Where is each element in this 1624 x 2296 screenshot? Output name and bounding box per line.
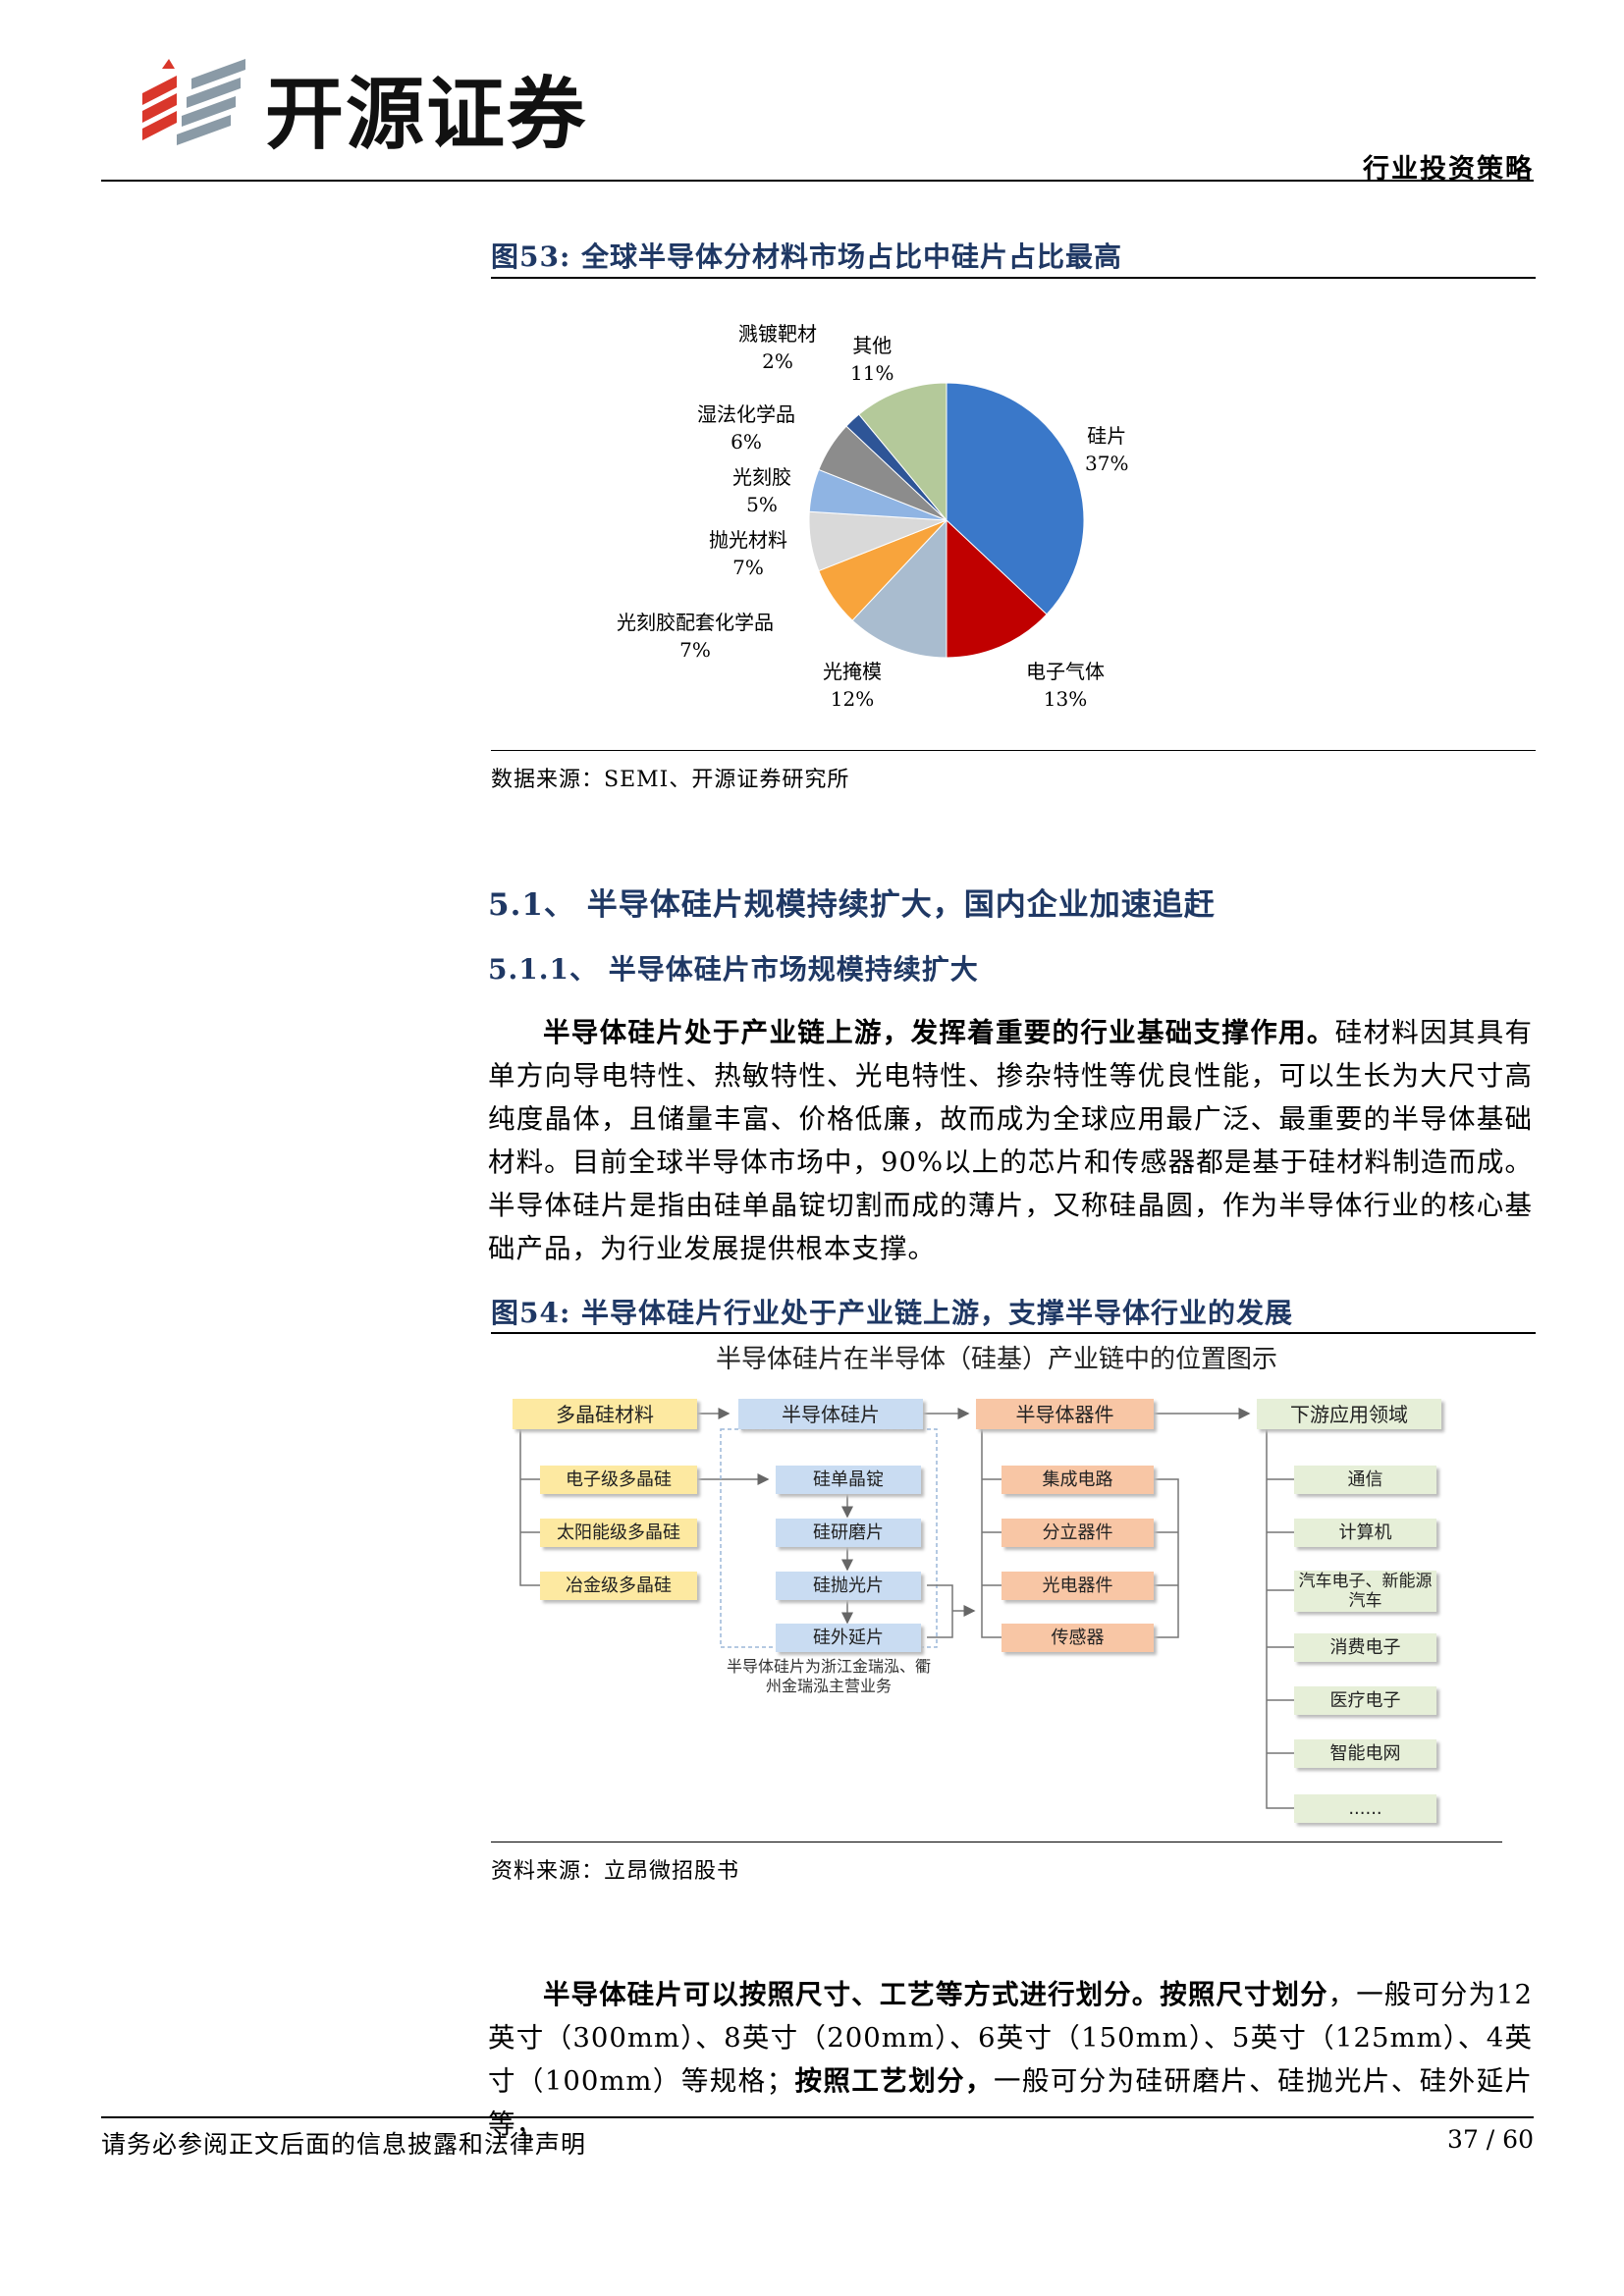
pie-label-name: 溅镀靶材 — [738, 322, 817, 346]
pie-label-pct: 7% — [679, 638, 711, 662]
supply-chain-diagram: 半导体硅片在半导体（硅基）产业链中的位置图示 — [491, 1335, 1502, 1836]
pie-label-pct: 5% — [746, 493, 778, 516]
figure53-top-rule — [491, 277, 1536, 279]
pie-label-pct: 12% — [830, 687, 875, 711]
pie-label-gas: 电子气体 13% — [1026, 658, 1105, 713]
head-device: 半导体器件 — [976, 1399, 1154, 1429]
item-auto-electronics: 汽车电子、新能源汽车 — [1294, 1571, 1436, 1612]
pie-label-name: 光刻胶配套化学品 — [617, 611, 774, 634]
pie-label-photoresist-chem: 光刻胶配套化学品 7% — [617, 609, 774, 664]
company-name: 开源证券 — [265, 69, 587, 160]
pie-label-mask: 光掩模 12% — [823, 658, 882, 713]
pie-label-silicon: 硅片 37% — [1085, 422, 1128, 477]
pie-label-photoresist: 光刻胶 5% — [732, 463, 791, 518]
figure53-bottom-rule — [491, 750, 1536, 751]
diagram-connectors — [519, 1408, 1294, 1809]
item-communication: 通信 — [1294, 1466, 1436, 1494]
pie-label-name: 硅片 — [1087, 424, 1127, 448]
pie-label-name: 光刻胶 — [732, 465, 791, 489]
pie-label-wet-chem: 湿法化学品 6% — [697, 400, 795, 455]
pie-chart — [808, 382, 1085, 659]
item-medical-electronics: 医疗电子 — [1294, 1686, 1436, 1715]
section-heading: 5.1、 半导体硅片规模持续扩大，国内企业加速追赶 — [488, 887, 1216, 923]
pie-slice-0 — [946, 382, 1085, 615]
company-logo-mark — [137, 54, 250, 147]
pie-label-name: 湿法化学品 — [697, 402, 795, 426]
page-number: 37 / 60 — [1447, 2125, 1534, 2154]
pie-label-name: 电子气体 — [1026, 660, 1105, 683]
head-downstream: 下游应用领域 — [1257, 1399, 1441, 1429]
item-discrete: 分立器件 — [1001, 1519, 1154, 1547]
item-epi-wafer: 硅外延片 — [776, 1624, 921, 1652]
item-electronic-poly: 电子级多晶硅 — [540, 1466, 697, 1494]
pie-label-other: 其他 11% — [850, 332, 893, 387]
figure54-top-rule — [491, 1332, 1536, 1334]
paragraph-body: 一般可分为硅研磨片、硅抛光片、硅外延片等， — [488, 2065, 1534, 2140]
item-ingot: 硅单晶锭 — [776, 1466, 921, 1494]
head-wafer: 半导体硅片 — [738, 1399, 923, 1429]
report-type: 行业投资策略 — [1363, 154, 1534, 185]
figure54-title: 图54: 半导体硅片行业处于产业链上游，支撑半导体行业的发展 — [491, 1297, 1294, 1329]
paragraph-body: ，一般可分为12英寸（300mm）、8英寸（200mm）、6英寸（150mm）、… — [488, 1979, 1534, 2097]
item-more: ...... — [1294, 1794, 1436, 1823]
pie-label-pct: 6% — [731, 430, 762, 454]
item-metallurgical-poly: 冶金级多晶硅 — [540, 1572, 697, 1600]
footer-rule — [101, 2116, 1534, 2118]
pie-label-pct: 13% — [1043, 687, 1088, 711]
item-optoelectronic: 光电器件 — [1001, 1572, 1154, 1600]
item-polished-wafer: 硅抛光片 — [776, 1572, 921, 1600]
header-rule — [101, 180, 1534, 182]
diagram-title: 半导体硅片在半导体（硅基）产业链中的位置图示 — [715, 1345, 1277, 1374]
footer-disclaimer: 请务必参阅正文后面的信息披露和法律声明 — [101, 2130, 587, 2159]
pie-label-name: 抛光材料 — [709, 528, 787, 552]
item-solar-poly: 太阳能级多晶硅 — [540, 1519, 697, 1547]
item-ic: 集成电路 — [1001, 1466, 1154, 1494]
item-computer: 计算机 — [1294, 1519, 1436, 1547]
body-paragraph-1: 半导体硅片处于产业链上游，发挥着重要的行业基础支撑作用。硅材料因其具有单方向导电… — [488, 1011, 1533, 1270]
head-polysilicon: 多晶硅材料 — [513, 1399, 697, 1429]
item-sensor: 传感器 — [1001, 1624, 1154, 1652]
paragraph-body: 硅材料因其具有单方向导电特性、热敏特性、光电特性、掺杂特性等优良性能，可以生长为… — [488, 1017, 1534, 1264]
subsection-heading: 5.1.1、 半导体硅片市场规模持续扩大 — [488, 953, 979, 986]
item-consumer-electronics: 消费电子 — [1294, 1633, 1436, 1662]
wafer-business-note: 半导体硅片为浙江金瑞泓、衢州金瑞泓主营业务 — [726, 1657, 931, 1695]
figure53-source: 数据来源：SEMI、开源证券研究所 — [491, 768, 850, 792]
body-paragraph-2: 半导体硅片可以按照尺寸、工艺等方式进行划分。按照尺寸划分，一般可分为12英寸（3… — [488, 1973, 1533, 2146]
pie-label-pct: 2% — [762, 349, 793, 373]
paragraph-lead: 半导体硅片处于产业链上游，发挥着重要的行业基础支撑作用。 — [543, 1017, 1335, 1048]
item-lapped-wafer: 硅研磨片 — [776, 1519, 921, 1547]
pie-label-pct: 11% — [850, 361, 894, 385]
figure54-source: 资料来源：立昂微招股书 — [491, 1859, 740, 1884]
pie-slice-2 — [851, 518, 947, 659]
pie-label-name: 其他 — [852, 334, 893, 357]
paragraph-lead: 按照工艺划分， — [794, 2065, 994, 2097]
pie-label-polish: 抛光材料 7% — [709, 526, 787, 581]
item-smart-grid: 智能电网 — [1294, 1739, 1436, 1768]
pie-label-pct: 7% — [732, 556, 764, 579]
pie-label-target: 溅镀靶材 2% — [738, 320, 817, 375]
pie-slice-1 — [946, 518, 1048, 659]
pie-label-pct: 37% — [1085, 452, 1129, 475]
figure53-title: 图53: 全球半导体分材料市场占比中硅片占比最高 — [491, 240, 1123, 273]
paragraph-lead: 半导体硅片可以按照尺寸、工艺等方式进行划分。按照尺寸划分 — [543, 1979, 1328, 2010]
pie-label-name: 光掩模 — [823, 660, 882, 683]
pie-slice-8 — [858, 382, 947, 522]
